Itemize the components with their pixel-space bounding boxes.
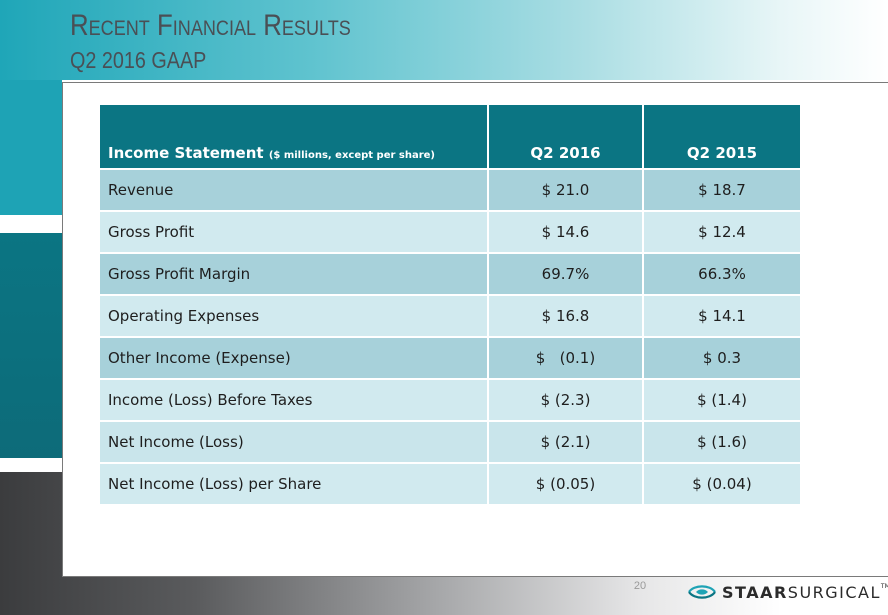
table-row: Other Income (Expense) $ (0.1) $ 0.3	[100, 336, 800, 379]
header-q2-2016: Q2 2016	[487, 105, 643, 169]
value-q2-2016: $ 16.8	[487, 294, 643, 337]
table-row: Net Income (Loss) per Share $ (0.05) $ (…	[100, 462, 800, 504]
row-label: Net Income (Loss) per Share	[100, 462, 488, 504]
header-label: Income Statement	[108, 144, 264, 162]
value-q2-2016: $ 14.6	[487, 210, 643, 253]
value-q2-2015: $ (1.6)	[642, 420, 800, 463]
table-header-row: Income Statement ($ millions, except per…	[100, 105, 800, 169]
staar-surgical-logo: STAARSURGICALTM	[688, 580, 888, 604]
value-q2-2016: $ (2.1)	[487, 420, 643, 463]
value-q2-2015: $ (1.4)	[642, 378, 800, 421]
row-label: Operating Expenses	[100, 294, 488, 337]
value-q2-2016: $ (0.05)	[487, 462, 643, 504]
logo-word-staar: STAAR	[722, 582, 788, 602]
row-label: Revenue	[100, 168, 488, 211]
page-number: 20	[633, 580, 647, 592]
logo-word-surgical: SURGICAL	[787, 582, 881, 602]
row-label: Net Income (Loss)	[100, 420, 488, 463]
header-band	[0, 0, 888, 80]
table-row: Net Income (Loss) $ (2.1) $ (1.6)	[100, 420, 800, 463]
table-row: Gross Profit Margin 69.7% 66.3%	[100, 252, 800, 295]
header-q2-2015: Q2 2015	[642, 105, 800, 169]
eye-logo-icon	[688, 585, 716, 599]
table-row: Gross Profit $ 14.6 $ 12.4	[100, 210, 800, 253]
table-row: Revenue $ 21.0 $ 18.7	[100, 168, 800, 211]
logo-wordmark: STAARSURGICALTM	[722, 583, 888, 602]
row-label: Other Income (Expense)	[100, 336, 488, 379]
value-q2-2015: $ 18.7	[642, 168, 800, 211]
value-q2-2016: $ (2.3)	[487, 378, 643, 421]
row-label: Gross Profit	[100, 210, 488, 253]
slide-subtitle: Q2 2016 GAAP	[70, 47, 207, 73]
value-q2-2015: $ 0.3	[642, 336, 800, 379]
value-q2-2015: 66.3%	[642, 252, 800, 295]
left-accent-bar-light	[0, 80, 62, 215]
logo-trademark: TM	[880, 582, 888, 590]
value-q2-2015: $ 14.1	[642, 294, 800, 337]
slide-title: Recent Financial Results	[70, 9, 351, 42]
table-row: Income (Loss) Before Taxes $ (2.3) $ (1.…	[100, 378, 800, 421]
value-q2-2015: $ 12.4	[642, 210, 800, 253]
header-income-statement: Income Statement ($ millions, except per…	[100, 105, 488, 169]
income-statement-table: Income Statement ($ millions, except per…	[100, 105, 800, 504]
value-q2-2016: 69.7%	[487, 252, 643, 295]
value-q2-2015: $ (0.04)	[642, 462, 800, 504]
row-label: Income (Loss) Before Taxes	[100, 378, 488, 421]
row-label: Gross Profit Margin	[100, 252, 488, 295]
left-accent-bar-dark	[0, 233, 62, 458]
value-q2-2016: $ (0.1)	[487, 336, 643, 379]
header-label-note: ($ millions, except per share)	[268, 150, 435, 161]
value-q2-2016: $ 21.0	[487, 168, 643, 211]
table-row: Operating Expenses $ 16.8 $ 14.1	[100, 294, 800, 337]
